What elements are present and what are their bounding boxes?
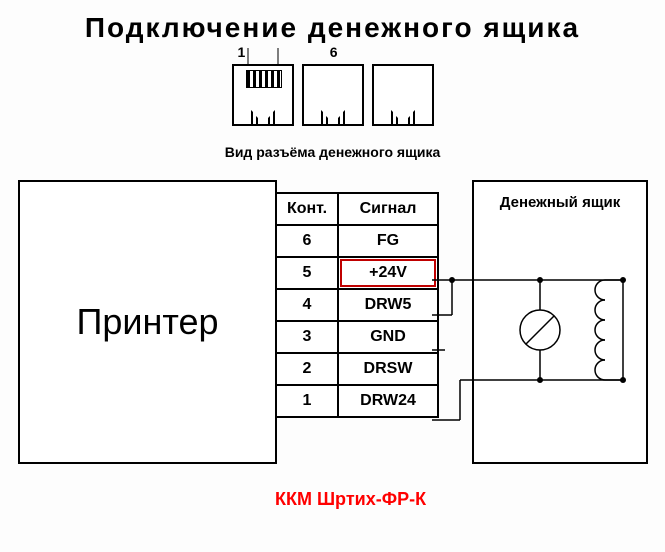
signal-cell: DRSW [338,353,438,385]
signal-cell: GND [338,321,438,353]
rj-jack-3 [372,64,434,126]
footer-note: ККМ Шртих-ФР-К [275,489,426,510]
pin-lead-lines [234,48,292,66]
table-row: 1DRW24 [276,385,438,417]
signal-cell: DRW5 [338,289,438,321]
pin-end-label: 6 [330,44,338,60]
printer-box: Принтер [18,180,277,464]
sub-caption: Вид разъёма денежного ящика [0,144,665,160]
page-title: Подключение денежного ящика [0,0,665,44]
schematic: Принтер Конт. Сигнал 6FG5+24V4DRW53GND2D… [0,180,665,510]
pin-cell: 4 [276,289,338,321]
table-row: 2DRSW [276,353,438,385]
signal-cell: +24V [338,257,438,289]
table-row: 3GND [276,321,438,353]
drawer-label: Денежный ящик [474,194,646,211]
pin-cell: 3 [276,321,338,353]
pin-cell: 2 [276,353,338,385]
table-row: 5+24V [276,257,438,289]
col-pin-header: Конт. [276,193,338,225]
signal-cell: FG [338,225,438,257]
signal-cell: DRW24 [338,385,438,417]
col-signal-header: Сигнал [338,193,438,225]
table-row: 4DRW5 [276,289,438,321]
drawer-box: Денежный ящик [472,180,648,464]
pin-cell: 1 [276,385,338,417]
rj-jack-1 [232,64,294,126]
pin-cell: 5 [276,257,338,289]
pin-cell: 6 [276,225,338,257]
rj-jack-2 [302,64,364,126]
printer-label: Принтер [76,301,218,343]
connector-row: 1 6 [0,64,665,126]
footer-text: ККМ Шртих-ФР-К [275,489,426,509]
pin-table: Конт. Сигнал 6FG5+24V4DRW53GND2DRSW1DRW2… [275,192,439,418]
table-row: 6FG [276,225,438,257]
table-header-row: Конт. Сигнал [276,193,438,225]
